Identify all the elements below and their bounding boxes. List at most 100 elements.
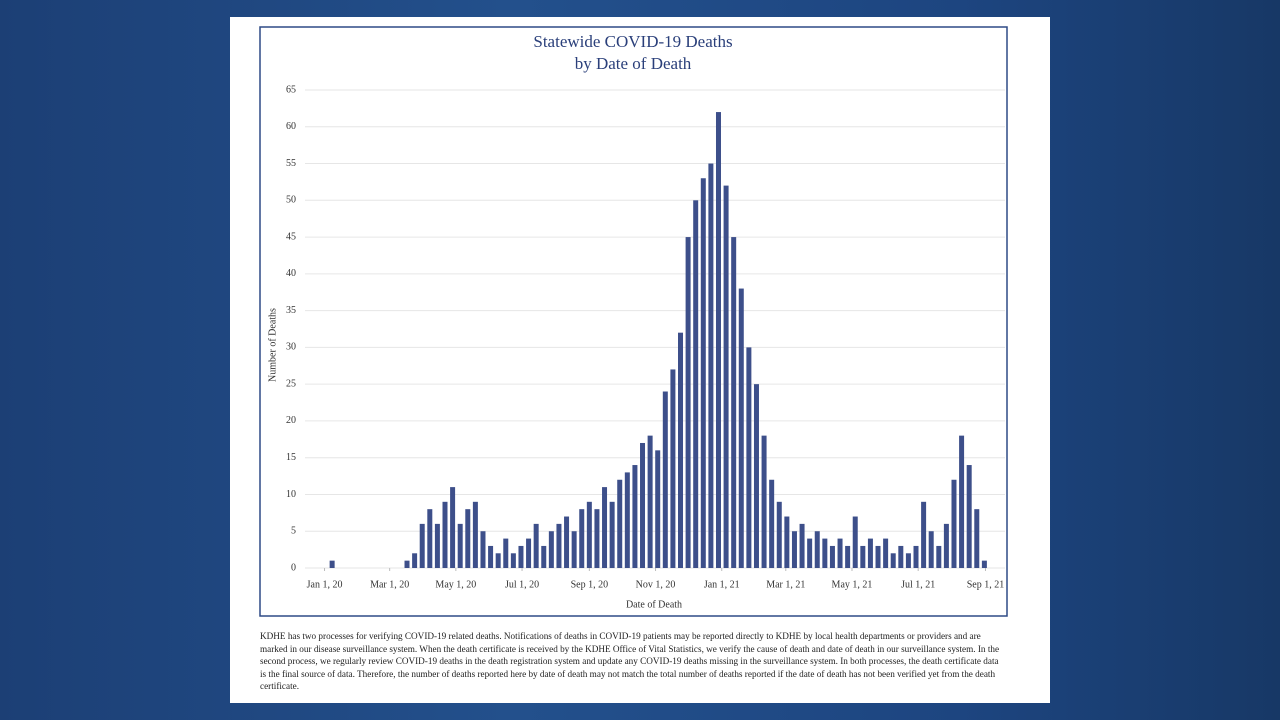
footnote: KDHE has two processes for verifying COV… bbox=[260, 631, 1000, 692]
bar bbox=[434, 523, 440, 568]
bar bbox=[905, 553, 911, 568]
bar bbox=[602, 487, 608, 568]
bar bbox=[693, 200, 699, 569]
bar bbox=[799, 523, 805, 568]
x-tick-label: Nov 1, 20 bbox=[636, 579, 676, 590]
bar bbox=[753, 384, 759, 568]
x-tick-label: Sep 1, 20 bbox=[571, 579, 609, 590]
bar bbox=[860, 545, 866, 568]
bar bbox=[495, 553, 501, 568]
y-tick-label: 10 bbox=[286, 489, 296, 500]
bar bbox=[579, 509, 585, 568]
bar bbox=[670, 369, 676, 568]
bar bbox=[769, 479, 775, 568]
bar bbox=[465, 509, 471, 568]
x-tick-label: Jul 1, 20 bbox=[505, 579, 539, 590]
bar bbox=[480, 531, 486, 568]
bar bbox=[875, 545, 881, 568]
bar bbox=[624, 472, 630, 568]
y-tick-label: 0 bbox=[291, 562, 296, 573]
x-tick-label: Jan 1, 20 bbox=[307, 579, 343, 590]
bar bbox=[776, 501, 782, 568]
y-tick-label: 60 bbox=[286, 121, 296, 132]
bar bbox=[829, 545, 835, 568]
bar bbox=[662, 391, 668, 568]
bar bbox=[685, 237, 691, 569]
x-tick-label: Sep 1, 21 bbox=[967, 579, 1005, 590]
y-tick-label: 65 bbox=[286, 84, 296, 95]
bar bbox=[609, 501, 615, 568]
bar bbox=[640, 442, 646, 568]
chart: Statewide COVID-19 Deaths by Date of Dea… bbox=[259, 26, 1008, 617]
bar bbox=[442, 501, 448, 568]
bar bbox=[594, 509, 600, 568]
y-tick-label: 35 bbox=[286, 305, 296, 316]
bar bbox=[541, 545, 547, 568]
bar bbox=[761, 435, 767, 568]
y-tick-label: 30 bbox=[286, 342, 296, 353]
bar bbox=[533, 523, 539, 568]
bar bbox=[898, 545, 904, 568]
bar bbox=[655, 450, 661, 568]
bar bbox=[510, 553, 516, 568]
x-tick-label: May 1, 21 bbox=[832, 579, 873, 590]
bar bbox=[564, 516, 570, 568]
x-tick-label: Mar 1, 21 bbox=[766, 579, 805, 590]
bar bbox=[807, 538, 813, 568]
bar bbox=[883, 538, 889, 568]
bar bbox=[708, 163, 714, 569]
bar bbox=[518, 545, 524, 568]
bar bbox=[981, 560, 987, 568]
y-tick-label: 5 bbox=[291, 526, 296, 537]
bar bbox=[890, 553, 896, 568]
bar bbox=[586, 501, 592, 568]
bar bbox=[678, 332, 684, 568]
bar bbox=[845, 545, 851, 568]
bar bbox=[928, 531, 934, 568]
bar bbox=[936, 545, 942, 568]
bar bbox=[913, 545, 919, 568]
bar bbox=[784, 516, 790, 568]
bar bbox=[943, 523, 949, 568]
y-tick-label: 55 bbox=[286, 158, 296, 169]
bar bbox=[419, 523, 425, 568]
bar bbox=[329, 560, 335, 568]
bar bbox=[731, 237, 737, 569]
bar bbox=[548, 531, 554, 568]
bar bbox=[647, 435, 653, 568]
bar bbox=[571, 531, 577, 568]
bar bbox=[556, 523, 562, 568]
chart-frame bbox=[259, 26, 1008, 617]
x-tick-label: Jan 1, 21 bbox=[704, 579, 740, 590]
bar bbox=[526, 538, 532, 568]
bar bbox=[822, 538, 828, 568]
chart-title: Statewide COVID-19 Deaths bbox=[533, 32, 732, 51]
bar bbox=[632, 465, 638, 568]
bar bbox=[959, 435, 965, 568]
y-tick-label: 50 bbox=[286, 195, 296, 206]
bar bbox=[974, 509, 980, 568]
panel: Statewide COVID-19 Deaths by Date of Dea… bbox=[230, 17, 1050, 703]
bar bbox=[488, 545, 494, 568]
bar bbox=[700, 178, 706, 568]
bar bbox=[738, 288, 744, 568]
x-tick-label: Mar 1, 20 bbox=[370, 579, 409, 590]
bar bbox=[723, 185, 729, 568]
x-axis-label: Date of Death bbox=[626, 599, 682, 610]
bar bbox=[617, 479, 623, 568]
bar bbox=[814, 531, 820, 568]
bar bbox=[503, 538, 509, 568]
y-axis-label: Number of Deaths bbox=[267, 308, 278, 382]
bar bbox=[966, 465, 972, 568]
y-tick-label: 20 bbox=[286, 415, 296, 426]
bar bbox=[867, 538, 873, 568]
bar bbox=[837, 538, 843, 568]
bar bbox=[746, 347, 752, 568]
bar bbox=[791, 531, 797, 568]
y-tick-label: 25 bbox=[286, 378, 296, 389]
y-tick-label: 45 bbox=[286, 231, 296, 242]
x-tick-label: May 1, 20 bbox=[435, 579, 476, 590]
bar bbox=[472, 501, 478, 568]
x-tick-label: Jul 1, 21 bbox=[901, 579, 935, 590]
